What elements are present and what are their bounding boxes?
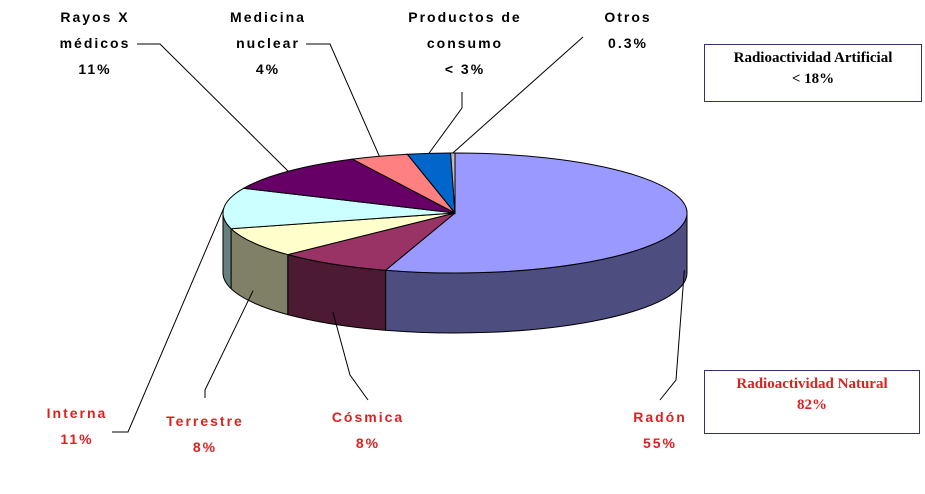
leader-line bbox=[428, 92, 463, 154]
leader-line bbox=[137, 43, 289, 172]
slice-top bbox=[285, 212, 456, 271]
category-label: Cósmica bbox=[331, 409, 405, 425]
leader-line bbox=[452, 36, 584, 154]
box-title: Radioactividad Natural bbox=[736, 376, 888, 392]
slice-label: Cósmica 8% bbox=[318, 404, 418, 456]
slice-top bbox=[450, 152, 456, 214]
slice bbox=[384, 152, 688, 334]
value-label: 11% bbox=[78, 61, 112, 77]
slice bbox=[229, 212, 456, 316]
value-label: 8% bbox=[192, 439, 218, 455]
slice-label: Interna 11% bbox=[30, 400, 124, 452]
slice-label: Otros 0.3% bbox=[590, 4, 666, 56]
value-label: 11% bbox=[60, 431, 94, 447]
box-label: 82% bbox=[797, 397, 827, 413]
leader-line bbox=[332, 311, 369, 401]
slice bbox=[222, 187, 456, 290]
slice-label: Productos de consumo < 3% bbox=[395, 4, 535, 82]
category-label: Otros bbox=[604, 9, 652, 25]
slice-label: Medicina nuclear 4% bbox=[218, 4, 318, 82]
box-label: < 18% bbox=[791, 71, 835, 87]
slice-top bbox=[229, 212, 456, 256]
slice bbox=[450, 152, 456, 214]
leader-line bbox=[306, 43, 380, 157]
slice-label: Rayos X médicos 11% bbox=[40, 4, 150, 82]
category-label: Terrestre bbox=[166, 413, 244, 429]
natural-box: Radioactividad Natural 82% bbox=[704, 370, 920, 434]
category-label: Medicina nuclear bbox=[230, 9, 306, 51]
leader-line bbox=[659, 270, 685, 401]
value-label: 8% bbox=[355, 435, 381, 451]
value-label: 4% bbox=[255, 61, 281, 77]
slice-label: Terrestre 8% bbox=[150, 408, 260, 460]
slice bbox=[242, 158, 456, 214]
slice-top bbox=[222, 187, 456, 230]
slice-top bbox=[242, 158, 456, 214]
category-label: Radón bbox=[633, 409, 687, 425]
box-title: Radioactividad Artificial bbox=[733, 50, 893, 66]
category-label: Interna bbox=[46, 405, 108, 421]
value-label: 55% bbox=[642, 435, 678, 451]
artificial-box: Radioactividad Artificial < 18% bbox=[704, 44, 922, 102]
slice bbox=[285, 212, 456, 331]
value-label: 0.3% bbox=[608, 35, 648, 51]
slice-top bbox=[384, 152, 688, 274]
value-label: < 3% bbox=[444, 61, 486, 77]
slice-label: Radón 55% bbox=[615, 404, 705, 456]
leader-line bbox=[112, 208, 225, 433]
category-label: Productos de consumo bbox=[408, 9, 522, 51]
leader-line bbox=[204, 290, 254, 398]
category-label: Rayos X médicos bbox=[59, 9, 131, 51]
